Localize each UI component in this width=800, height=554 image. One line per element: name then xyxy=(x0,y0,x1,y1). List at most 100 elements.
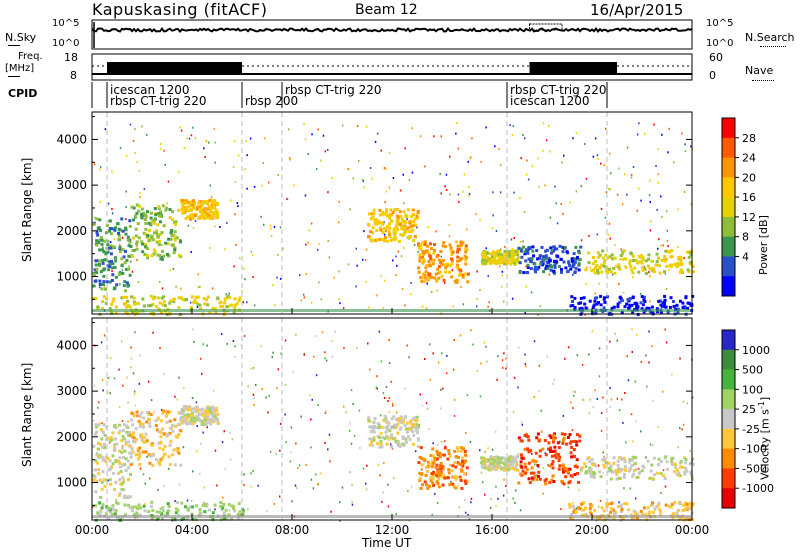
velocity-echo-7 xyxy=(517,481,521,485)
power-scatter-point xyxy=(456,122,458,125)
velocity-echo-2 xyxy=(195,415,199,419)
power-echo-3 xyxy=(206,303,210,307)
power-echo-7 xyxy=(556,255,560,259)
velocity-echo-6 xyxy=(496,463,500,467)
velocity-echo-9 xyxy=(609,510,613,514)
power-scatter-point xyxy=(419,135,422,138)
velocity-echo-3 xyxy=(166,502,170,506)
power-echo-1 xyxy=(144,227,148,231)
velocity-echo-2 xyxy=(201,423,205,426)
power-scatter-point xyxy=(172,268,175,270)
power-scatter-point xyxy=(317,248,319,251)
power-echo-7 xyxy=(564,266,568,270)
power-echo-5 xyxy=(448,264,452,268)
power-scatter-point xyxy=(93,163,96,166)
power-scatter-point xyxy=(111,270,113,273)
power-scatter-point xyxy=(545,139,548,142)
velocity-echo-0 xyxy=(118,456,122,460)
power-echo-7 xyxy=(544,249,548,253)
velocity-echo-3 xyxy=(180,501,184,505)
power-echo-9 xyxy=(579,296,583,300)
power-echo-5 xyxy=(463,254,467,258)
velocity-echo-3 xyxy=(221,506,225,510)
velocity-echo-1 xyxy=(131,433,135,437)
power-echo-1 xyxy=(154,213,158,217)
power-echo-9 xyxy=(620,310,624,314)
power-scatter-point xyxy=(572,274,574,276)
power-echo-0 xyxy=(106,250,110,254)
power-echo-1 xyxy=(157,206,161,210)
power-echo-0 xyxy=(104,252,108,256)
power-echo-0 xyxy=(96,233,100,237)
power-scatter-point xyxy=(668,269,670,271)
velocity-echo-4 xyxy=(379,431,383,435)
power-echo-1 xyxy=(150,254,154,257)
velocity-scatter-point xyxy=(202,431,204,434)
power-scatter-point xyxy=(575,132,578,135)
power-echo-9 xyxy=(628,297,632,301)
power-echo-7 xyxy=(526,251,530,255)
velocity-echo-1 xyxy=(137,453,141,456)
velocity-echo-2 xyxy=(193,420,197,424)
velocity-scatter-point xyxy=(520,421,523,424)
velocity-echo-7 xyxy=(569,474,573,478)
velocity-scatter-point xyxy=(324,412,327,414)
velocity-echo-8 xyxy=(607,467,611,471)
velocity-scatter-point xyxy=(533,340,536,343)
velocity-echo-6 xyxy=(510,463,514,467)
power-echo-3 xyxy=(132,300,136,304)
velocity-echo-3 xyxy=(160,517,164,521)
power-echo-1 xyxy=(168,216,172,220)
velocity-scatter-point xyxy=(351,503,354,506)
velocity-scatter-point xyxy=(108,441,111,444)
velocity-echo-7 xyxy=(523,447,527,451)
velocity-echo-5 xyxy=(431,481,435,485)
velocity-scatter-point xyxy=(157,488,159,491)
velocity-echo-7 xyxy=(525,468,529,472)
velocity-echo-7 xyxy=(548,480,552,484)
velocity-scatter-point xyxy=(356,346,358,349)
velocity-echo-5 xyxy=(429,462,433,466)
velocity-echo-3 xyxy=(107,517,111,521)
power-echo-0 xyxy=(108,280,112,284)
velocity-echo-3 xyxy=(222,511,226,515)
velocity-echo-2 xyxy=(180,421,184,425)
velocity-echo-1 xyxy=(156,416,160,420)
velocity-scatter-point xyxy=(515,489,517,492)
velocity-echo-1 xyxy=(179,418,183,422)
power-colorbar-swatch xyxy=(722,137,735,159)
velocity-echo-0 xyxy=(104,460,108,464)
velocity-echo-2 xyxy=(206,409,210,413)
power-echo-1 xyxy=(143,218,147,221)
power-echo-3 xyxy=(206,295,210,299)
velocity-scatter-point xyxy=(213,389,215,392)
power-echo-7 xyxy=(565,250,569,254)
power-echo-4 xyxy=(412,239,416,242)
velocity-echo-8 xyxy=(635,476,639,479)
velocity-scatter-point xyxy=(505,357,507,360)
power-scatter-point xyxy=(511,297,514,300)
power-scatter-point xyxy=(125,154,128,157)
power-scatter-point xyxy=(449,155,451,158)
power-scatter-point xyxy=(603,164,605,167)
velocity-echo-7 xyxy=(551,466,555,470)
velocity-scatter-point xyxy=(330,510,332,513)
velocity-echo-1 xyxy=(138,455,142,459)
velocity-echo-8 xyxy=(656,471,660,475)
power-echo-5 xyxy=(460,240,464,244)
power-echo-4 xyxy=(395,208,399,211)
power-scatter-point xyxy=(139,192,141,195)
velocity-echo-7 xyxy=(576,433,579,437)
velocity-echo-9 xyxy=(644,513,648,517)
velocity-echo-7 xyxy=(535,478,539,481)
power-echo-3 xyxy=(233,303,237,307)
nsky-tick-bottom: 10^0 xyxy=(52,38,80,49)
power-echo-8 xyxy=(608,255,612,259)
velocity-scatter-point xyxy=(222,496,224,499)
velocity-echo-4 xyxy=(369,430,373,434)
power-echo-0 xyxy=(95,243,99,247)
velocity-scatter-point xyxy=(602,472,604,475)
power-echo-5 xyxy=(422,259,426,263)
power-echo-0 xyxy=(123,280,127,284)
power-echo-6 xyxy=(504,262,508,266)
